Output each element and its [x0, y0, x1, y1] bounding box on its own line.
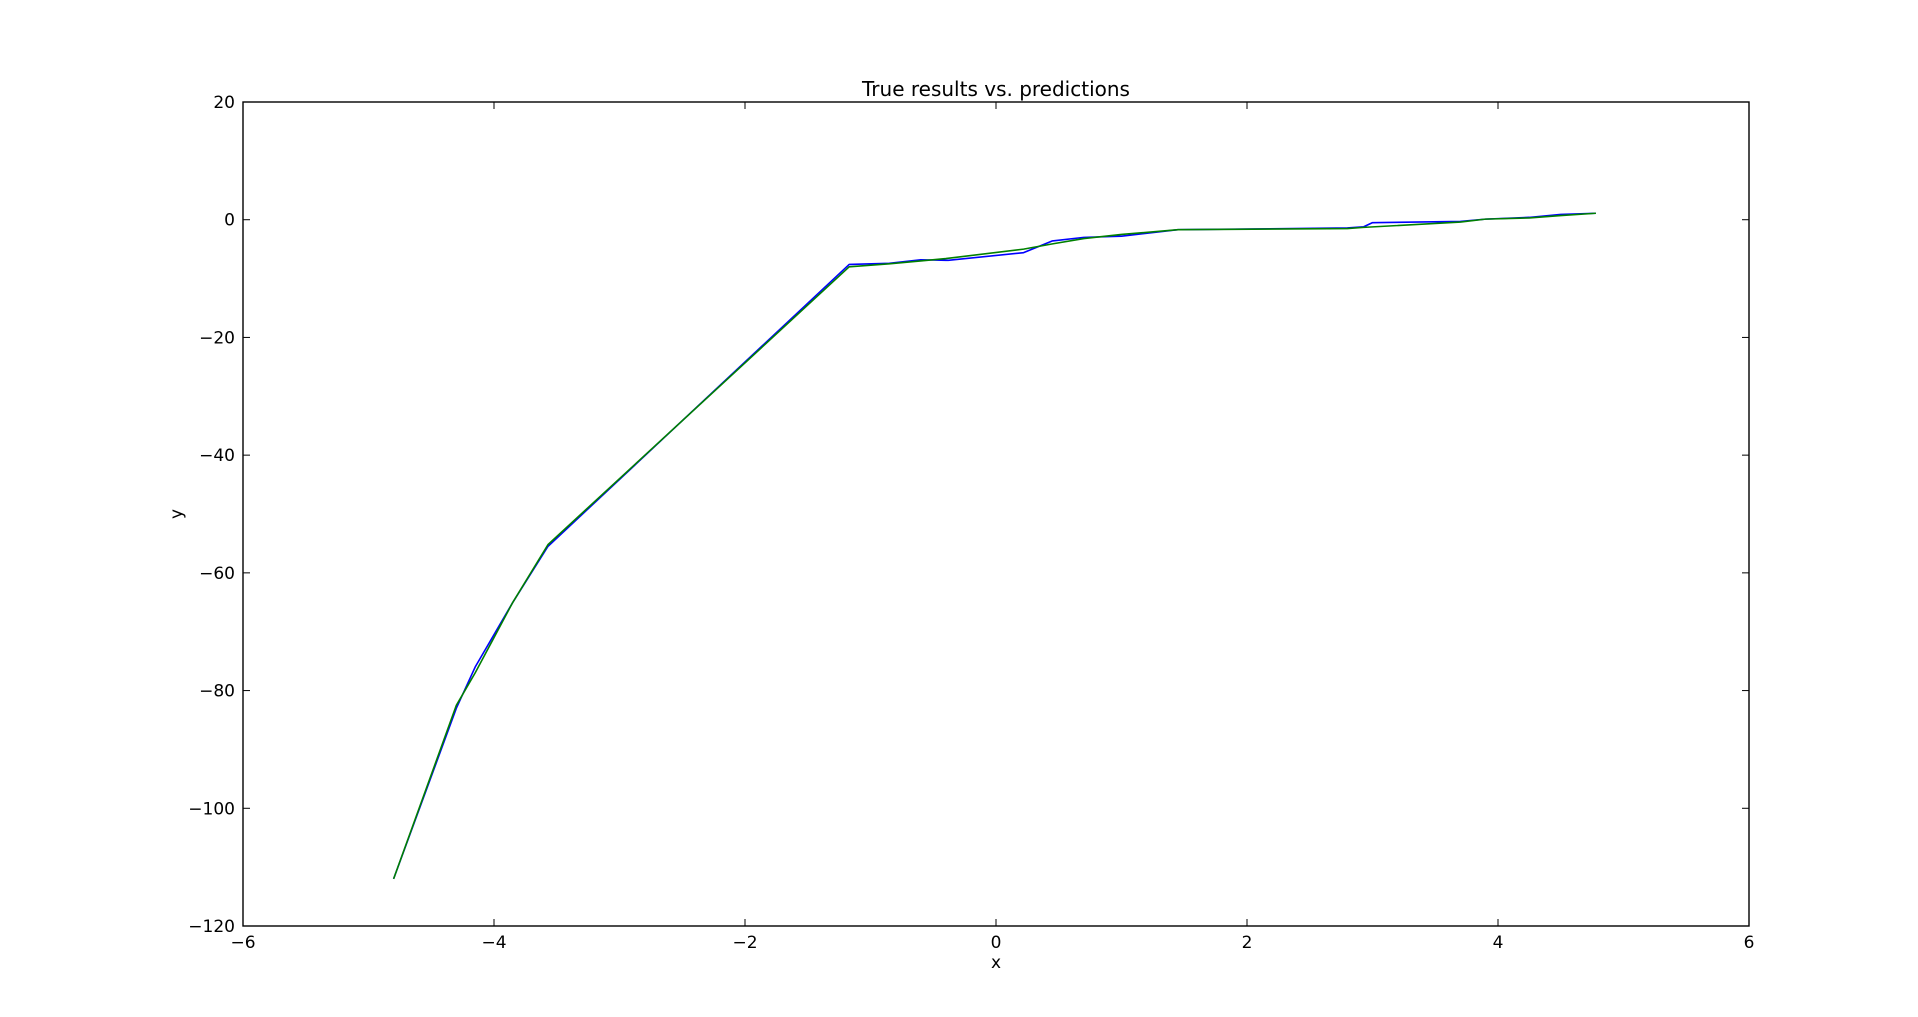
- x-axis-title: x: [991, 953, 1001, 973]
- chart-title: True results vs. predictions: [861, 77, 1130, 101]
- y-tick-label: −120: [188, 917, 235, 937]
- x-tick-label: −4: [481, 933, 506, 953]
- x-tick-label: 6: [1744, 933, 1755, 953]
- y-tick-label: −60: [199, 564, 235, 584]
- series-line-2: [392, 212, 1596, 880]
- y-tick-label: −40: [199, 446, 235, 466]
- x-tick-label: −6: [230, 933, 255, 953]
- x-tick-label: 0: [991, 933, 1002, 953]
- y-axis-title: y: [167, 509, 187, 519]
- y-tick-label: 20: [213, 93, 235, 113]
- x-tick-label: 2: [1242, 933, 1253, 953]
- plot-frame: [242, 101, 1750, 927]
- series-layer: [392, 212, 1596, 880]
- y-tick-label: 0: [224, 211, 235, 231]
- y-tick-label: −20: [199, 328, 235, 348]
- x-tick-label: −2: [732, 933, 757, 953]
- y-tick-label: −80: [199, 682, 235, 702]
- y-tick-label: −100: [188, 799, 235, 819]
- x-tick-label: 4: [1493, 933, 1504, 953]
